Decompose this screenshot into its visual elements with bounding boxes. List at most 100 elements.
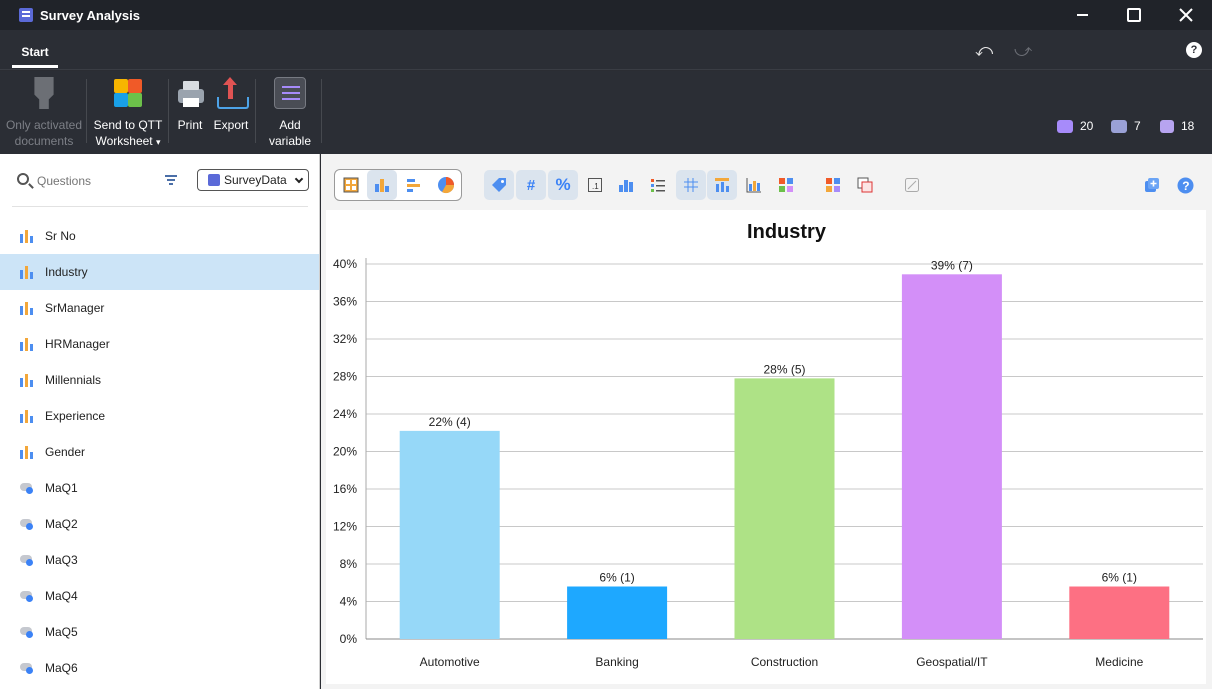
y-tick-label: 12%	[333, 520, 357, 534]
list-item-label: Experience	[45, 409, 106, 423]
list-item[interactable]: MaQ4	[0, 578, 319, 614]
bar-automotive	[399, 430, 500, 639]
print-button[interactable]: Print	[172, 77, 208, 133]
bar-chart-icon	[20, 301, 34, 315]
pie-chart-button[interactable]	[431, 170, 461, 200]
tab-start[interactable]: Start	[12, 38, 58, 68]
list-item[interactable]: Sr No	[0, 218, 319, 254]
x-tick-label: Medicine	[1095, 655, 1143, 669]
chevron-down-icon	[294, 174, 304, 184]
value-labels-toggle[interactable]	[707, 170, 737, 200]
sort-icon[interactable]	[165, 175, 177, 185]
y-tick-label: 24%	[333, 407, 357, 421]
list-item[interactable]: MaQ5	[0, 614, 319, 650]
list-item[interactable]: Industry	[0, 254, 319, 290]
list-view-button[interactable]	[643, 170, 673, 200]
copy-chart-button[interactable]	[850, 170, 880, 200]
variables-panel: SurveyData Sr No Industry SrManager HRManag…	[0, 154, 320, 689]
bar-chart-icon	[20, 265, 34, 279]
chart-help-button[interactable]: ?	[1170, 170, 1200, 200]
percent-toggle[interactable]: %	[548, 170, 578, 200]
svg-text:?: ?	[1182, 179, 1189, 193]
list-item-label: Industry	[45, 265, 88, 279]
bar-chart: Industry 0% 4% 8% 12% 16% 20% 24% 28% 32% 36% 40% 22…	[333, 221, 1203, 669]
divider	[12, 206, 308, 207]
labels-toggle[interactable]	[484, 170, 514, 200]
percent-icon: %	[555, 175, 571, 194]
window-controls	[1056, 0, 1212, 30]
close-icon	[1179, 8, 1193, 22]
ribbon: Only activated documents Send to QTT Wor…	[0, 71, 1212, 154]
toggle-icon	[20, 482, 34, 494]
color-scheme-button[interactable]	[771, 170, 801, 200]
data-label: 28% (5)	[763, 362, 805, 376]
add-chart-button[interactable]	[1137, 170, 1167, 200]
palette-icon	[779, 178, 793, 192]
list-item[interactable]: MaQ6	[0, 650, 319, 686]
list-item-label: SrManager	[45, 301, 105, 315]
maximize-button[interactable]	[1108, 0, 1160, 30]
y-tick-label: 28%	[333, 370, 357, 384]
chart-panel: # % .1	[321, 154, 1212, 689]
axis-button[interactable]	[739, 170, 769, 200]
ribbon-divider	[321, 79, 322, 143]
bar-medicine	[1069, 586, 1170, 639]
list-item[interactable]: Experience	[0, 398, 319, 434]
y-tick-label: 4%	[340, 595, 358, 609]
list-item[interactable]: SrManager	[0, 290, 319, 326]
colors-button[interactable]	[818, 170, 848, 200]
minimize-button[interactable]	[1056, 0, 1108, 30]
decimal-button[interactable]: .1	[580, 170, 610, 200]
column-icon	[619, 180, 633, 192]
horizontal-bar-button[interactable]	[399, 170, 429, 200]
app-icon	[19, 8, 33, 22]
data-label: 39% (7)	[931, 258, 973, 272]
list-item[interactable]: Millennials	[0, 362, 319, 398]
list-item[interactable]: MaQ1	[0, 470, 319, 506]
clear-button[interactable]	[897, 170, 927, 200]
close-button[interactable]	[1160, 0, 1212, 30]
y-tick-label: 36%	[333, 295, 357, 309]
help-icon[interactable]: ?	[1186, 42, 1202, 58]
grid-icon	[684, 178, 698, 192]
redo-icon[interactable]: ⤻	[1014, 41, 1033, 60]
list-item-label: Sr No	[45, 229, 76, 243]
bar-chart-icon	[20, 337, 34, 351]
list-item-label: MaQ3	[45, 553, 78, 567]
only-activated-documents-button[interactable]: Only activated documents	[4, 77, 84, 149]
y-tick-label: 8%	[340, 557, 358, 571]
bar-chart-icon	[20, 445, 34, 459]
cases-count: 20	[1057, 119, 1093, 133]
table-view-button[interactable]	[336, 170, 366, 200]
dataset-icon	[208, 174, 220, 186]
bar-chart-button[interactable]	[367, 170, 397, 200]
send-to-qtt-worksheet-button[interactable]: Send to QTT Worksheet ▾	[92, 77, 164, 150]
bar-chart-icon	[20, 409, 34, 423]
svg-text:.1: .1	[592, 182, 599, 191]
printer-icon	[174, 77, 206, 109]
undo-icon[interactable]: ⤺	[975, 41, 994, 60]
add-variable-button[interactable]: Add variable	[264, 77, 316, 149]
title-bar: Survey Analysis	[0, 0, 1212, 30]
hash-icon: #	[526, 176, 536, 194]
y-tick-label: 32%	[333, 332, 357, 346]
variables-icon	[1160, 119, 1174, 133]
list-item[interactable]: HRManager	[0, 326, 319, 362]
list-item[interactable]: Gender	[0, 434, 319, 470]
toggle-icon	[20, 626, 34, 638]
dataset-select[interactable]: SurveyData	[197, 169, 309, 191]
documents-icon	[1111, 119, 1127, 133]
bar-construction	[734, 378, 835, 639]
data-label: 6% (1)	[599, 571, 634, 585]
tag-icon	[492, 178, 506, 192]
decimal-icon: .1	[588, 178, 602, 192]
list-item[interactable]: MaQ3	[0, 542, 319, 578]
list-item[interactable]: MaQ2	[0, 506, 319, 542]
gridlines-toggle[interactable]	[676, 170, 706, 200]
counts-toggle[interactable]: #	[516, 170, 546, 200]
export-button[interactable]: Export	[212, 77, 250, 133]
search-input[interactable]	[37, 172, 147, 190]
y-tick-label: 40%	[333, 257, 357, 271]
column-chart-button[interactable]	[611, 170, 641, 200]
pie-chart-icon	[438, 177, 455, 194]
